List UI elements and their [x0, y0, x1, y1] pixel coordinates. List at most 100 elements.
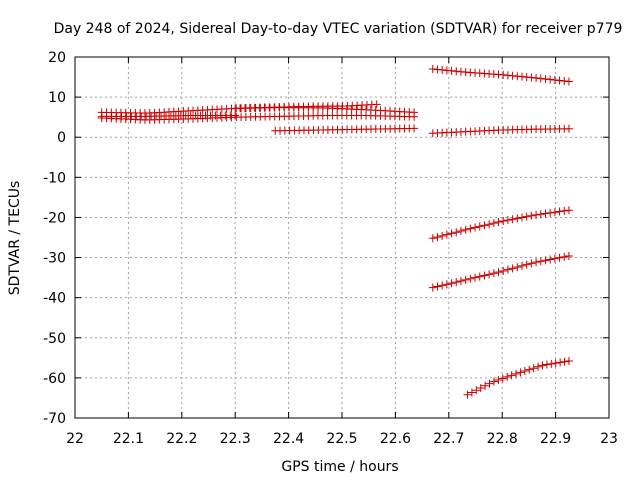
data-point: [471, 273, 480, 282]
data-point: [522, 212, 531, 221]
data-point: [503, 372, 512, 381]
data-point: [527, 211, 536, 220]
data-point: [433, 233, 442, 242]
x-tick-label: 22.8: [487, 431, 518, 447]
data-point: [541, 209, 550, 218]
data-point: [508, 264, 517, 273]
data-point: [564, 357, 573, 366]
data-point: [410, 124, 419, 133]
data-point: [546, 208, 555, 217]
y-axis-label: SDTVAR / TECUs: [7, 181, 23, 296]
data-point: [463, 390, 472, 399]
data-point: [447, 229, 456, 238]
data-point: [489, 219, 498, 228]
data-point: [475, 272, 484, 281]
data-point: [489, 269, 498, 278]
data-point: [494, 218, 503, 227]
data-point: [560, 357, 569, 366]
data-point: [550, 208, 559, 217]
data-point: [442, 280, 451, 289]
x-axis-label: GPS time / hours: [281, 459, 398, 475]
y-tick-label: 10: [48, 90, 66, 106]
data-point: [527, 259, 536, 268]
data-point: [461, 225, 470, 234]
data-point: [452, 278, 461, 287]
series-s6: [428, 65, 573, 86]
data-point: [547, 359, 556, 368]
data-point: [522, 260, 531, 269]
data-point: [560, 252, 569, 261]
y-tick-label: -70: [43, 411, 66, 427]
x-tick-label: 22.6: [380, 431, 411, 447]
data-point: [231, 111, 240, 120]
x-tick-label: 22.1: [113, 431, 144, 447]
y-tick-label: -10: [43, 170, 66, 186]
x-tick-label: 22.4: [273, 431, 304, 447]
series-s3: [97, 111, 240, 121]
data-point: [503, 216, 512, 225]
data-point: [480, 271, 489, 280]
data-point: [442, 230, 451, 239]
data-point: [529, 364, 538, 373]
data-point: [452, 228, 461, 237]
data-point: [555, 253, 564, 262]
data-point: [438, 231, 447, 240]
series-s8: [428, 206, 573, 243]
data-point: [564, 206, 573, 215]
y-tick-label: -60: [43, 371, 66, 387]
data-point: [466, 274, 475, 283]
data-point: [485, 379, 494, 388]
data-point: [499, 217, 508, 226]
data-point: [481, 381, 490, 390]
data-point: [428, 283, 437, 292]
data-point: [475, 222, 484, 231]
data-point: [372, 100, 381, 109]
data-point: [538, 361, 547, 370]
x-tick-label: 22: [66, 431, 84, 447]
data-point: [512, 369, 521, 378]
data-point: [550, 254, 559, 263]
data-point: [564, 251, 573, 260]
data-point: [516, 368, 525, 377]
data-point: [513, 214, 522, 223]
data-point: [507, 371, 516, 380]
data-point: [485, 220, 494, 229]
data-point: [536, 210, 545, 219]
y-tick-label: -20: [43, 210, 66, 226]
data-point: [541, 256, 550, 265]
data-point: [560, 206, 569, 215]
data-point: [471, 223, 480, 232]
data-point: [461, 275, 470, 284]
series-s5: [271, 124, 419, 135]
data-point: [517, 213, 526, 222]
chart-title: Day 248 of 2024, Sidereal Day-to-day VTE…: [54, 21, 623, 37]
data-point: [456, 226, 465, 235]
series-s10: [463, 357, 573, 399]
data-point: [499, 266, 508, 275]
data-point: [467, 388, 476, 397]
x-tick-label: 22.9: [540, 431, 571, 447]
x-tick-label: 23: [600, 431, 618, 447]
data-point: [447, 279, 456, 288]
y-tick-label: 0: [57, 130, 66, 146]
data-marks: [97, 65, 573, 399]
data-point: [564, 77, 573, 86]
series-s9: [428, 251, 573, 292]
x-tick-label: 22.7: [433, 431, 464, 447]
y-tick-label: -30: [43, 251, 66, 267]
x-tick-label: 22.2: [166, 431, 197, 447]
data-point: [438, 281, 447, 290]
y-tick-label: -40: [43, 291, 66, 307]
data-point: [480, 221, 489, 230]
data-point: [525, 365, 534, 374]
y-tick-label: -50: [43, 331, 66, 347]
data-point: [466, 224, 475, 233]
plot-frame: [74, 56, 610, 419]
y-tick-label: 20: [48, 50, 66, 66]
data-point: [534, 362, 543, 371]
data-point: [428, 234, 437, 243]
data-point: [546, 255, 555, 264]
grid: [75, 57, 609, 418]
data-point: [503, 265, 512, 274]
